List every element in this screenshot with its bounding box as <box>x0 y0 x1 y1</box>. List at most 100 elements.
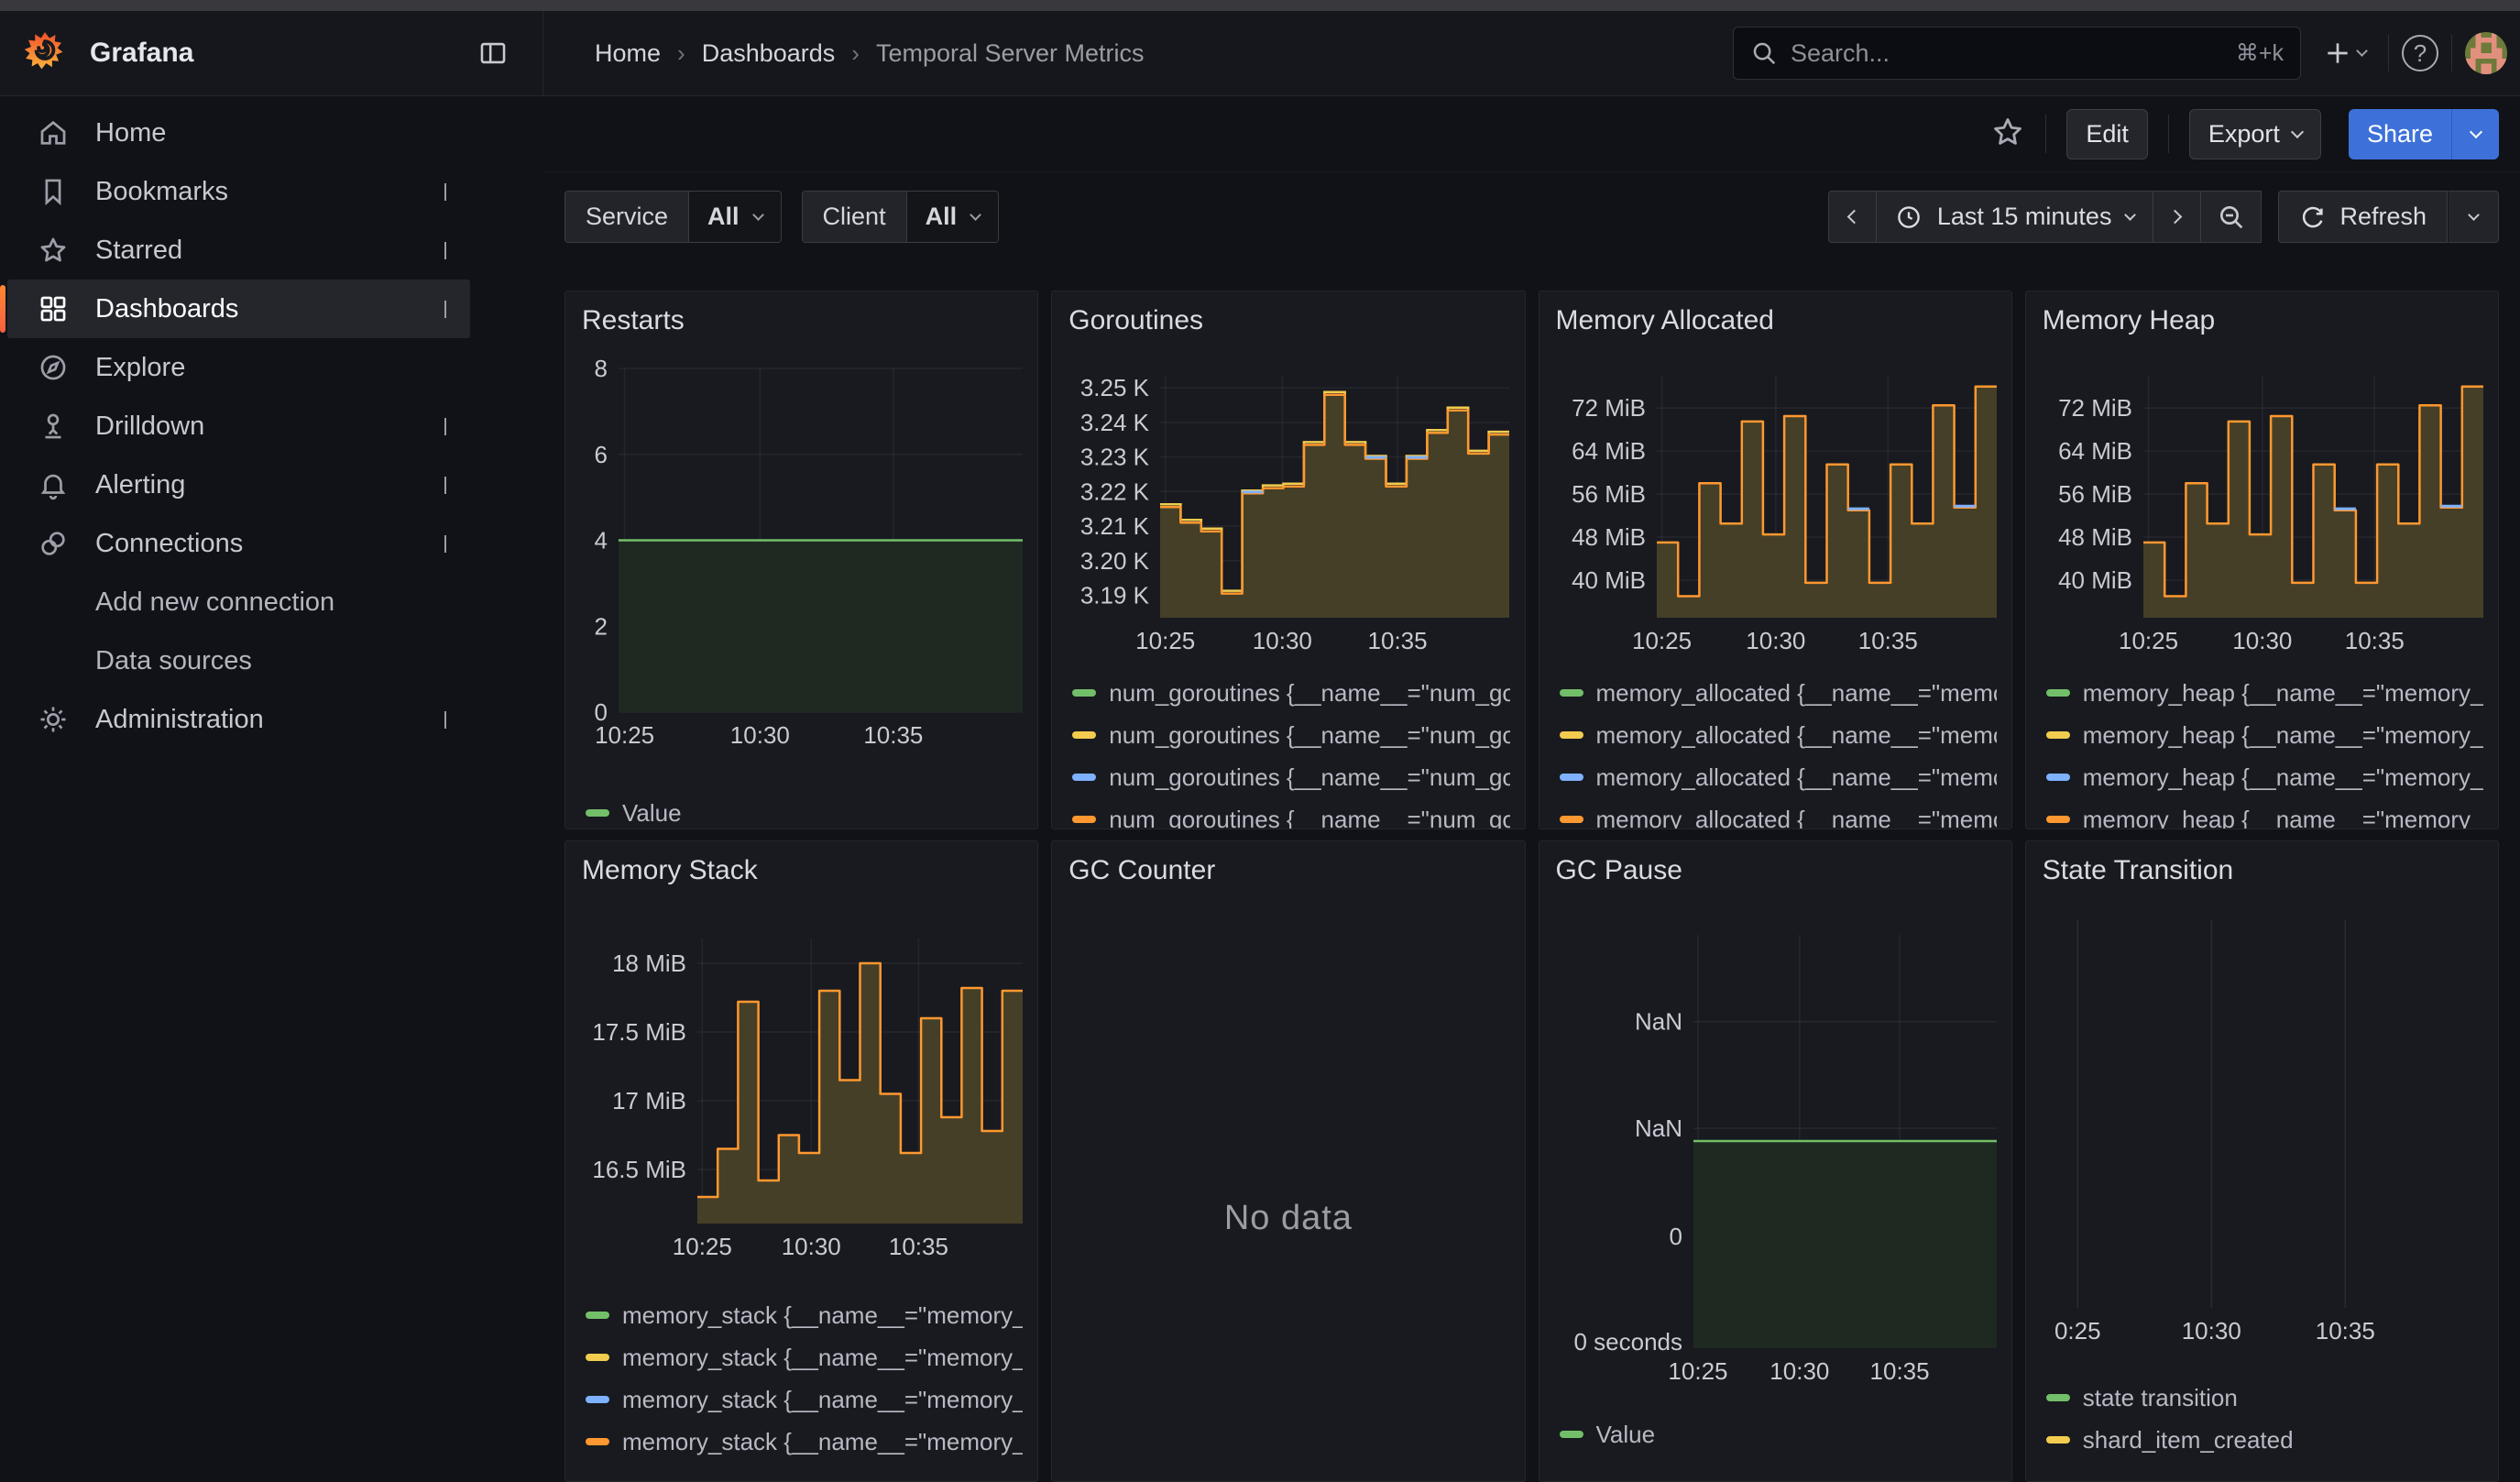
zoom-out-button[interactable] <box>2201 191 2262 243</box>
svg-text:10:35: 10:35 <box>1368 627 1428 654</box>
share-button[interactable]: Share <box>2349 109 2451 159</box>
export-button[interactable]: Export <box>2189 109 2321 159</box>
legend-swatch <box>1560 1431 1583 1438</box>
sidebar-item-add-new-connection[interactable]: Add new connection <box>7 573 470 631</box>
legend-item[interactable]: memory_allocated {__name__="memc <box>1554 756 1997 798</box>
legend-item[interactable]: memory_stack {__name__="memory_s <box>580 1336 1023 1378</box>
sidebar-item-dashboards[interactable]: Dashboards <box>7 280 470 338</box>
sidebar-item-administration[interactable]: Administration <box>7 690 470 749</box>
svg-text:48 MiB: 48 MiB <box>2058 523 2132 551</box>
refresh-interval-button[interactable] <box>2448 191 2499 243</box>
chevron-up-icon <box>444 535 446 553</box>
star-icon <box>37 235 70 266</box>
sidebar-item-connections[interactable]: Connections <box>7 514 470 573</box>
legend-item[interactable]: Value <box>1554 1413 1997 1455</box>
new-menu-button[interactable] <box>2323 38 2366 68</box>
chevron-down-icon <box>444 183 446 201</box>
legend-item[interactable]: num_goroutines {__name__="num_go <box>1067 798 1509 829</box>
legend-item[interactable]: num_goroutines {__name__="num_go <box>1067 672 1509 714</box>
legend-swatch <box>1072 731 1096 739</box>
legend-item[interactable]: Value <box>580 792 1023 829</box>
svg-text:10:30: 10:30 <box>782 1233 841 1260</box>
legend-item[interactable]: memory_heap {__name__="memory_h <box>2041 672 2483 714</box>
svg-text:56 MiB: 56 MiB <box>1572 480 1646 508</box>
legend-item[interactable]: state transition <box>2041 1377 2483 1419</box>
legend-item[interactable]: memory_heap {__name__="memory_h <box>2041 756 2483 798</box>
sidebar-item-drilldown[interactable]: Drilldown <box>7 397 470 456</box>
legend-swatch <box>1560 816 1583 823</box>
refresh-button[interactable]: Refresh <box>2278 191 2448 243</box>
compass-icon <box>37 352 70 383</box>
chevron-down-icon <box>970 209 981 221</box>
time-range-picker[interactable]: Last 15 minutes <box>1877 191 2153 243</box>
legend-item[interactable]: memory_stack {__name__="memory_s <box>580 1294 1023 1336</box>
edit-button[interactable]: Edit <box>2066 109 2148 159</box>
sidebar-item-data-sources[interactable]: Data sources <box>7 631 470 690</box>
goroutines-chart[interactable]: 3.25 K3.24 K3.23 K3.22 K3.21 K3.20 K3.19… <box>1067 341 1511 659</box>
time-back-button[interactable] <box>1828 191 1877 243</box>
time-forward-button[interactable] <box>2153 191 2201 243</box>
drilldown-icon <box>37 411 70 442</box>
legend-item[interactable]: num_goroutines {__name__="num_go <box>1067 714 1509 756</box>
panel-title[interactable]: Goroutines <box>1068 304 1507 337</box>
sidebar-item-home[interactable]: Home <box>7 104 470 162</box>
service-filter-value[interactable]: All <box>689 192 781 242</box>
legend-item[interactable]: memory_stack {__name__="memory_s <box>580 1421 1023 1463</box>
sidebar: Home Bookmarks Starred Dashboards Explor… <box>0 96 543 1463</box>
breadcrumb-separator: › <box>677 39 685 68</box>
breadcrumb-dashboards[interactable]: Dashboards <box>702 39 836 68</box>
sidebar-item-starred[interactable]: Starred <box>7 221 470 280</box>
help-icon[interactable]: ? <box>2402 35 2438 71</box>
grafana-logo-icon[interactable] <box>24 30 66 77</box>
panel-title[interactable]: Restarts <box>582 304 1021 337</box>
legend-item[interactable]: memory_allocated {__name__="memc <box>1554 714 1997 756</box>
sidebar-item-bookmarks[interactable]: Bookmarks <box>7 162 470 221</box>
svg-text:18 MiB: 18 MiB <box>612 950 686 977</box>
legend-item[interactable]: shard_item_created <box>2041 1419 2483 1461</box>
legend-item[interactable]: memory_heap {__name__="memory_h <box>2041 798 2483 829</box>
chevron-down-icon <box>2125 209 2137 221</box>
panel-title[interactable]: GC Counter <box>1068 854 1507 887</box>
breadcrumb-home[interactable]: Home <box>595 39 661 68</box>
header: Grafana Home › Dashboards › Temporal Ser… <box>0 11 2520 96</box>
panel-title[interactable]: Memory Allocated <box>1556 304 1995 337</box>
panel-title[interactable]: Memory Heap <box>2043 304 2482 337</box>
time-controls: Last 15 minutes Refresh <box>1828 191 2499 243</box>
legend-item[interactable]: memory_allocated {__name__="memc <box>1554 798 1997 829</box>
avatar[interactable] <box>2465 32 2507 74</box>
svg-text:0:25: 0:25 <box>2054 1317 2101 1345</box>
client-filter-value[interactable]: All <box>907 192 999 242</box>
dashboards-grid-icon <box>37 293 70 324</box>
bookmark-icon <box>37 176 70 207</box>
legend-label: memory_heap {__name__="memory_h <box>2083 721 2483 750</box>
legend-swatch <box>586 1438 609 1445</box>
legend-label: num_goroutines {__name__="num_go <box>1109 679 1509 708</box>
legend-item[interactable]: num_goroutines {__name__="num_go <box>1067 756 1509 798</box>
panel-title[interactable]: Memory Stack <box>582 854 1021 887</box>
client-filter: Client All <box>802 191 1000 243</box>
panel-title[interactable]: State Transition <box>2043 854 2482 887</box>
sidebar-toggle-icon[interactable] <box>467 27 519 79</box>
legend-swatch <box>2046 774 2070 781</box>
legend-label: memory_stack {__name__="memory_s <box>622 1428 1023 1456</box>
favorite-star-icon[interactable] <box>1990 115 2025 154</box>
search-input[interactable]: Search... ⌘+k <box>1733 27 2301 80</box>
sidebar-item-alerting[interactable]: Alerting <box>7 456 470 514</box>
legend-swatch <box>2046 1436 2070 1444</box>
legend-item[interactable]: memory_allocated {__name__="memc <box>1554 672 1997 714</box>
sidebar-item-explore[interactable]: Explore <box>7 338 470 397</box>
legend-item[interactable]: memory_stack {__name__="memory_s <box>580 1378 1023 1421</box>
panel-title[interactable]: GC Pause <box>1556 854 1995 887</box>
svg-text:56 MiB: 56 MiB <box>2058 480 2132 508</box>
share-menu-button[interactable] <box>2451 109 2499 159</box>
legend-item[interactable]: memory_heap {__name__="memory_h <box>2041 714 2483 756</box>
